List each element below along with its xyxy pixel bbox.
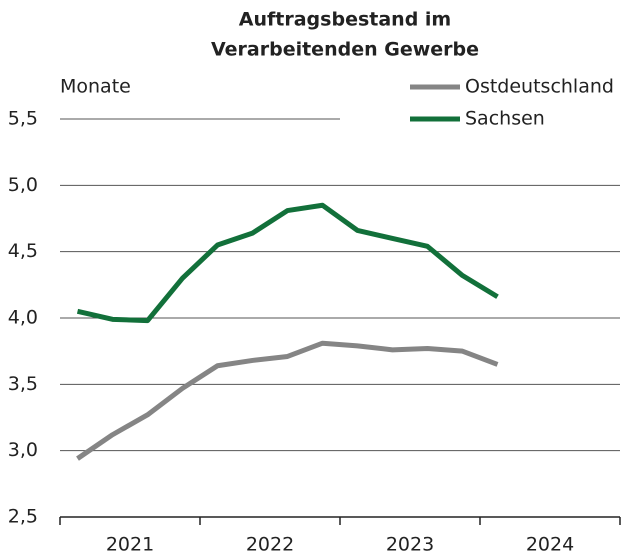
x-tick-label: 2023 (386, 534, 434, 555)
legend-label: Sachsen (465, 108, 545, 130)
y-tick-label: 2,5 (8, 506, 38, 528)
x-tick-label: 2024 (526, 534, 574, 555)
chart-title: Verarbeitenden Gewerbe (211, 39, 479, 61)
y-tick-label: 5,5 (8, 108, 38, 130)
line (76, 340, 499, 461)
y-tick-label: 3,5 (8, 373, 38, 395)
chart-title: Auftragsbestand im (239, 9, 451, 31)
y-tick-label: 5,0 (8, 174, 38, 196)
x-tick-label: 2021 (106, 534, 154, 555)
y-axis-label: Monate (60, 76, 131, 98)
line (76, 202, 499, 324)
x-tick-label: 2022 (246, 534, 294, 555)
y-tick-label: 3,0 (8, 439, 38, 461)
legend-label: Ostdeutschland (465, 76, 614, 98)
y-tick-label: 4,0 (8, 307, 38, 329)
y-tick-label: 4,5 (8, 240, 38, 262)
